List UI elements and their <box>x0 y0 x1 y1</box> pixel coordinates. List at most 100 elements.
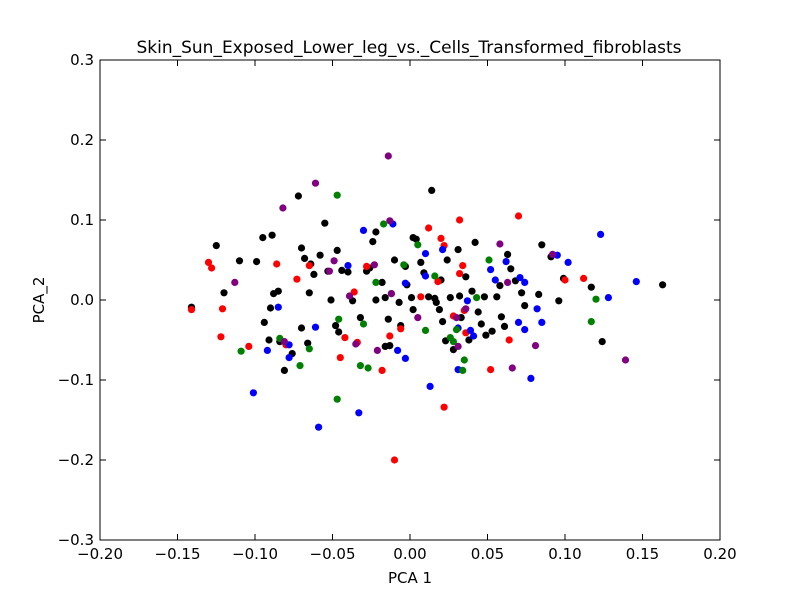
axis-ticks: −0.20 −0.15 −0.10 −0.05 0.00 0.05 0.10 0.15 0.20… <box>58 51 737 563</box>
data-point <box>370 261 378 269</box>
data-point <box>421 272 430 280</box>
data-point <box>341 334 349 342</box>
data-point <box>409 306 417 314</box>
data-point <box>336 354 344 362</box>
data-point <box>344 262 352 270</box>
data-point <box>407 294 416 302</box>
data-point <box>208 264 216 272</box>
y-axis-label: PCA_2 <box>30 277 49 324</box>
data-point <box>514 212 523 220</box>
data-point <box>425 293 433 301</box>
data-point <box>311 323 320 331</box>
y-tick-label: −0.1 <box>58 371 94 389</box>
data-point <box>231 278 239 286</box>
data-point <box>561 276 569 284</box>
data-point <box>279 204 287 212</box>
data-point <box>538 241 546 249</box>
data-point <box>443 256 451 264</box>
data-point <box>390 256 399 264</box>
data-point <box>632 278 640 286</box>
data-point <box>401 279 409 287</box>
data-point <box>452 314 461 322</box>
data-point <box>535 290 543 298</box>
data-point <box>502 258 510 266</box>
data-point <box>468 287 476 295</box>
data-point <box>400 261 408 269</box>
data-point <box>359 320 368 328</box>
data-point <box>212 242 220 250</box>
data-point <box>473 294 481 302</box>
data-point <box>321 219 329 227</box>
data-point <box>305 345 313 353</box>
data-point <box>417 293 425 301</box>
data-point <box>549 250 557 258</box>
data-point <box>431 272 439 280</box>
data-point <box>259 234 267 242</box>
data-point <box>488 327 496 335</box>
data-point <box>235 257 244 265</box>
data-point <box>335 328 343 336</box>
data-point <box>470 332 478 340</box>
data-point <box>482 331 490 339</box>
data-point <box>345 292 354 300</box>
data-point <box>452 326 461 334</box>
data-point <box>564 258 572 266</box>
data-point <box>459 366 467 374</box>
x-tick-label: 0.15 <box>626 545 659 563</box>
data-point <box>266 304 275 312</box>
data-point <box>245 342 253 350</box>
data-point <box>592 295 600 303</box>
data-point <box>504 250 512 258</box>
data-point <box>305 289 313 297</box>
data-point <box>446 294 454 302</box>
data-point <box>432 298 440 306</box>
data-point <box>456 216 464 224</box>
data-point <box>386 332 394 340</box>
y-tick-label: 0.1 <box>70 211 94 229</box>
data-point <box>333 395 341 403</box>
data-point <box>352 340 360 348</box>
data-point <box>440 403 448 411</box>
data-point <box>381 294 389 302</box>
y-tick-label: 0.2 <box>70 131 94 149</box>
data-point <box>460 356 468 364</box>
data-point <box>459 262 467 270</box>
data-point <box>297 324 306 332</box>
data-point <box>280 338 288 346</box>
x-tick-label: −0.15 <box>155 545 201 563</box>
data-point <box>311 179 320 187</box>
data-point <box>485 256 493 264</box>
data-point <box>380 220 388 228</box>
data-point <box>274 303 282 311</box>
data-point <box>338 266 346 274</box>
data-point <box>310 270 318 278</box>
data-point <box>477 320 485 328</box>
data-point <box>471 238 479 246</box>
data-point <box>659 281 667 289</box>
data-point <box>439 318 447 326</box>
y-tick-label: −0.2 <box>58 451 94 469</box>
data-point <box>555 297 563 305</box>
data-point <box>378 366 386 374</box>
data-point <box>434 278 442 286</box>
data-point <box>237 347 245 355</box>
data-point <box>204 258 213 266</box>
data-point <box>454 246 462 254</box>
data-point <box>493 293 501 301</box>
data-point <box>496 240 504 248</box>
data-point <box>456 270 464 278</box>
data-point <box>521 326 529 334</box>
data-point <box>384 152 392 160</box>
data-point <box>538 318 546 326</box>
data-point <box>356 314 364 322</box>
data-point <box>412 235 420 243</box>
data-point <box>487 366 495 374</box>
data-point <box>580 274 588 282</box>
data-point <box>480 293 488 301</box>
data-point <box>296 362 304 370</box>
data-point <box>325 267 333 275</box>
data-point <box>449 338 457 346</box>
data-point <box>437 234 445 242</box>
data-point <box>384 315 392 323</box>
